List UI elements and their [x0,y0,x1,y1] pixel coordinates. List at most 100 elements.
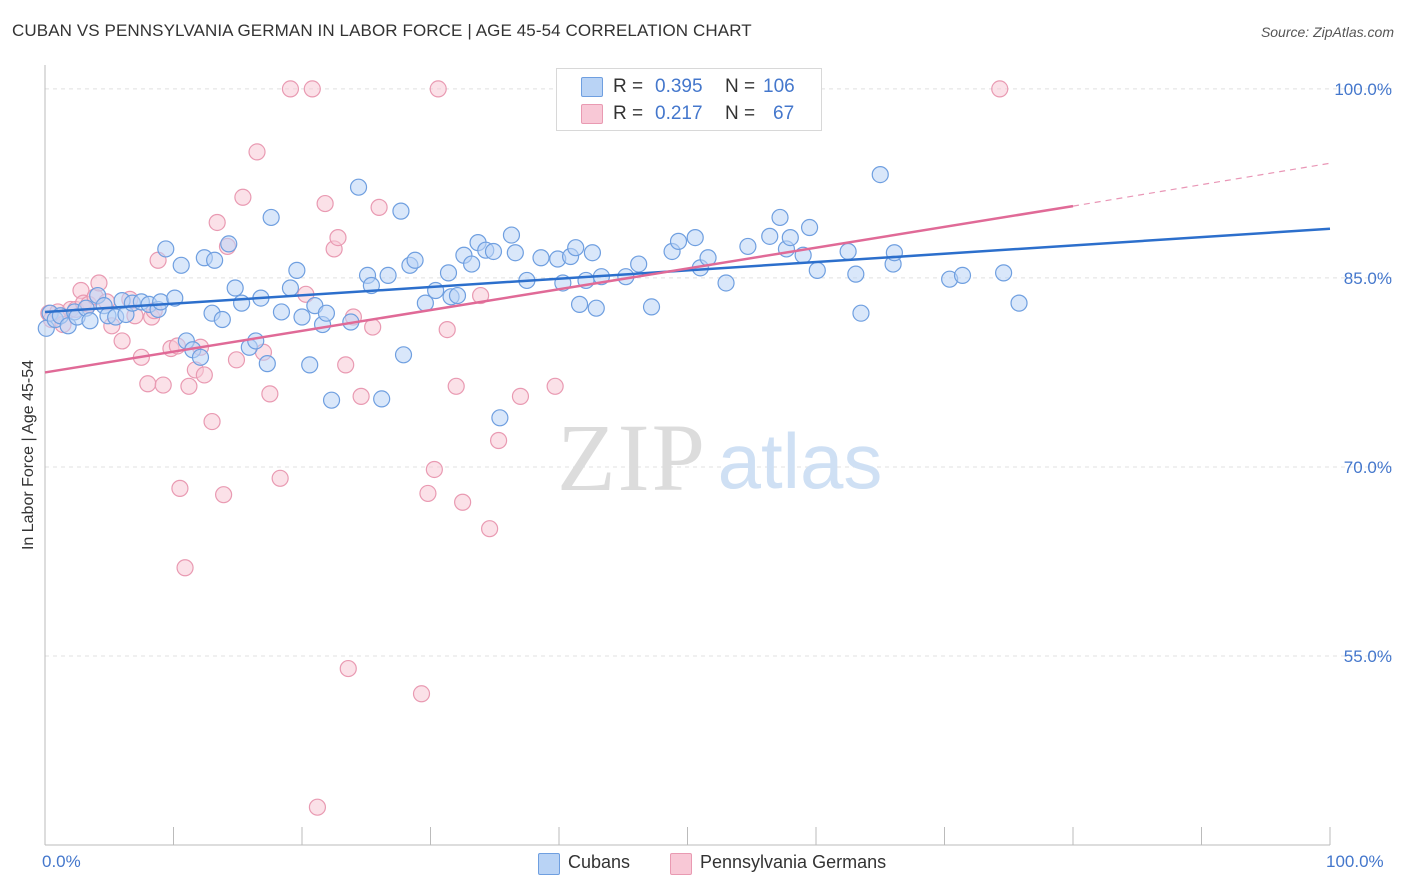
pa-germans-point [339,659,357,678]
cubans-point [322,391,341,409]
pa-germans-point [308,798,327,816]
pa-germans-point [176,559,194,577]
correlation-legend: R = 0.395 N = 106 R = 0.217 N = 67 [556,68,822,131]
cubans-point [491,409,509,427]
cubans-label: Cubans [568,852,631,872]
pa-germans-point [248,143,266,161]
legend-n-label: N = [725,76,756,97]
y-tick-label: 100.0% [1334,80,1392,99]
cubans-point [394,346,413,364]
pa-germans-point [490,431,508,450]
cubans-trend-line [44,227,1331,314]
pa-germans-point [352,387,370,405]
cubans-point [81,312,99,330]
cubans-point [506,244,524,262]
cubans-point [191,348,210,366]
cubans-point [392,202,410,220]
cubans-point [427,281,445,300]
pa-germans-point [203,412,221,431]
cubans-point [717,274,735,292]
axes [44,65,1331,846]
cubans-point [157,240,175,258]
cubans-point [439,264,458,282]
cubans-point [847,265,865,283]
cubans-point [871,165,889,184]
pa-germans-point [337,356,355,374]
pa-germans-point [454,493,472,511]
cubans-point [502,226,521,244]
pa-germans-point [271,469,289,487]
pa-germans-point [447,377,465,395]
pa-germans-point [208,213,226,232]
cubans-point [349,178,368,196]
legend-r-label: R = [613,76,644,97]
cubans-point [642,298,661,316]
cubans-point [317,304,336,322]
cubans-point [293,308,311,326]
cubans-point [567,239,585,257]
cubans-point [220,235,238,253]
legend-r-value: 0.217 [655,103,703,124]
cubans-point [532,249,550,267]
pa-germans-point [154,376,172,394]
pa-germans-swatch [581,104,603,124]
legend-n-value: 106 [763,76,795,97]
pa-germans-point [180,377,198,395]
legend-r-label: R = [613,103,644,124]
cubans-point [995,264,1013,282]
pa-germans-point [419,484,437,503]
cubans-point [839,242,857,261]
cubans-point [1010,294,1028,312]
cubans-point [583,244,602,262]
pa-germans-point [438,320,456,339]
pa-germans-point [546,377,564,395]
pa-germans-point [991,80,1009,98]
cubans-point [152,293,170,311]
pa-germans-point [472,286,490,305]
pa-germans-point [511,387,530,405]
cubans-point [463,255,481,273]
y-tick-label: 55.0% [1344,647,1392,666]
trend-lines [44,162,1331,374]
cubans-point [739,237,757,256]
cubans-point [226,279,244,297]
pa-germans-point [227,351,246,369]
cubans-point [953,266,972,285]
cubans-point [206,251,224,269]
cubans-point [233,294,251,312]
pa-germans-point [303,80,321,98]
cubans-point [281,279,300,297]
cubans-swatch [581,77,603,97]
y-tick-label: 85.0% [1344,269,1392,288]
y-axis-label: In Labor Force | Age 45-54 [20,359,37,551]
cubans-point [213,310,231,329]
watermark-atlas: atlas [718,417,883,505]
pa-germans-point [261,385,279,403]
cubans-point [686,229,704,247]
cubans-point [172,256,190,274]
cubans-point [288,261,306,279]
legend-n-value: 67 [773,103,795,124]
legend-r-value: 0.395 [655,76,703,97]
cubans-point [373,390,391,408]
pa-germans-point [234,188,252,206]
watermark: ZIP atlas [557,404,882,511]
cubans-point [852,304,870,322]
pa-germans-point [316,194,334,213]
pa-germans-trend-extension [1072,162,1331,207]
cubans-point [262,208,280,227]
cubans-point [808,261,826,279]
pa-germans-point [370,198,388,216]
cubans-point [570,295,589,313]
pa-germans-point [425,460,443,479]
cubans-point [761,227,779,245]
cubans-point [800,218,819,237]
cubans-point [301,356,319,374]
pa-germans-point [281,80,300,98]
y-tick-labels: 100.0% 85.0% 70.0% 55.0% [1334,80,1392,666]
cubans-point [247,332,265,350]
pa-germans-point [171,479,189,497]
pa-germans-point [429,80,447,98]
pa-germans-point [113,332,131,350]
